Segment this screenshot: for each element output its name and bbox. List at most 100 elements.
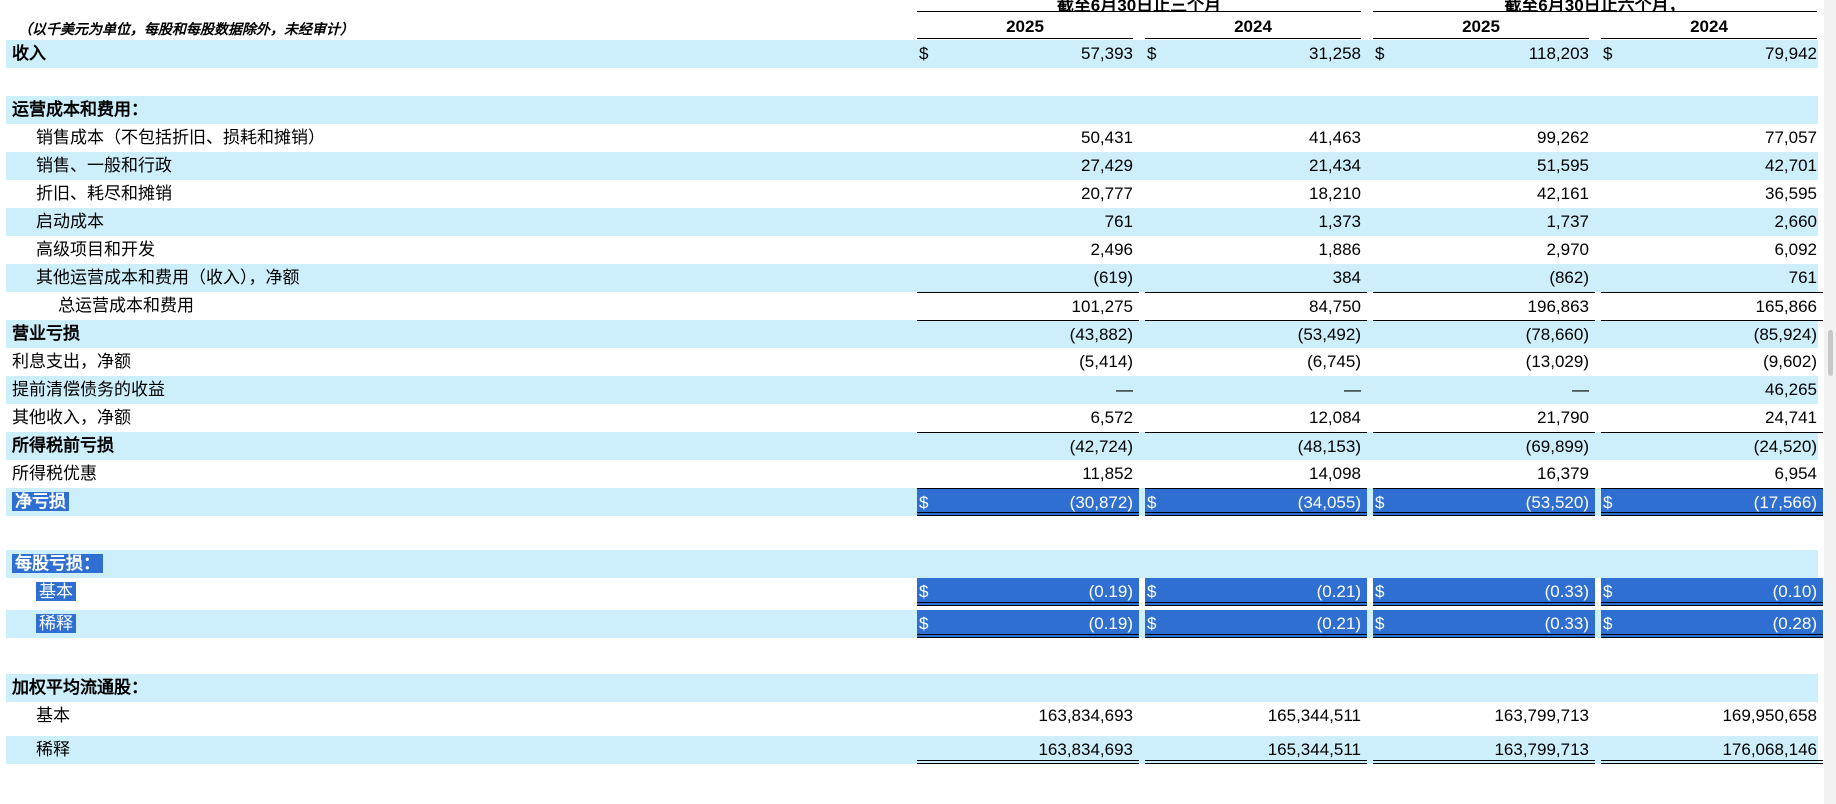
value-cell[interactable]: 165,344,511 [1145, 702, 1367, 730]
value-cell[interactable]: 1,886 [1145, 236, 1367, 264]
value-cell[interactable] [1145, 68, 1367, 96]
value-cell[interactable]: 21,434 [1145, 152, 1367, 180]
value-cell[interactable]: 77,057 [1601, 124, 1823, 152]
value-cell[interactable]: $ (34,055) [1145, 488, 1367, 516]
value-cell[interactable]: (78,660) [1373, 320, 1595, 348]
value-cell[interactable]: 101,275 [917, 292, 1139, 320]
value-cell[interactable]: 11,852 [917, 460, 1139, 488]
value-cell[interactable] [1601, 550, 1823, 578]
vertical-scrollbar[interactable] [1824, 0, 1836, 804]
value-cell[interactable]: — [917, 376, 1139, 404]
value-cell[interactable]: 2,496 [917, 236, 1139, 264]
value-cell[interactable] [1145, 674, 1367, 702]
value-cell[interactable] [917, 646, 1139, 674]
value-cell[interactable]: 51,595 [1373, 152, 1595, 180]
value-cell[interactable] [917, 550, 1139, 578]
value-cell[interactable]: 176,068,146 [1601, 736, 1823, 764]
value-cell[interactable] [1373, 646, 1595, 674]
value-cell[interactable]: (48,153) [1145, 432, 1367, 460]
value-cell[interactable]: (69,899) [1373, 432, 1595, 460]
value-cell[interactable] [1601, 646, 1823, 674]
value-cell[interactable]: (5,414) [917, 348, 1139, 376]
value-cell[interactable] [1145, 646, 1367, 674]
value-cell[interactable]: $ (0.19) [917, 610, 1139, 638]
value-cell[interactable] [1601, 68, 1823, 96]
value-cell[interactable] [917, 68, 1139, 96]
value-cell[interactable]: 36,595 [1601, 180, 1823, 208]
value-cell[interactable]: (85,924) [1601, 320, 1823, 348]
value-cell[interactable]: $ (0.21) [1145, 610, 1367, 638]
value-cell[interactable] [1601, 96, 1823, 124]
value-cell[interactable]: 761 [917, 208, 1139, 236]
value-cell[interactable]: 163,834,693 [917, 736, 1139, 764]
value-cell[interactable] [1145, 550, 1367, 578]
value-cell[interactable]: $ (0.21) [1145, 578, 1367, 606]
value-cell[interactable] [1373, 96, 1595, 124]
value-cell[interactable]: 163,799,713 [1373, 702, 1595, 730]
value-cell[interactable]: $ (30,872) [917, 488, 1139, 516]
value-cell[interactable] [917, 96, 1139, 124]
value-cell[interactable] [1601, 520, 1823, 548]
value-cell[interactable]: 163,834,693 [917, 702, 1139, 730]
value-cell[interactable]: 6,954 [1601, 460, 1823, 488]
value-cell[interactable]: 1,373 [1145, 208, 1367, 236]
value-cell[interactable] [1145, 96, 1367, 124]
value-cell[interactable]: 21,790 [1373, 404, 1595, 432]
value-cell[interactable] [1373, 520, 1595, 548]
value-cell[interactable]: 42,701 [1601, 152, 1823, 180]
value-cell[interactable]: (24,520) [1601, 432, 1823, 460]
value-cell[interactable]: $31,258 [1145, 40, 1367, 68]
value-cell[interactable]: — [1373, 376, 1595, 404]
value-cell[interactable]: $ (17,566) [1601, 488, 1823, 516]
value-cell[interactable]: (9,602) [1601, 348, 1823, 376]
value-cell[interactable]: 99,262 [1373, 124, 1595, 152]
value-cell[interactable]: $118,203 [1373, 40, 1595, 68]
value-cell[interactable]: (42,724) [917, 432, 1139, 460]
value-cell[interactable]: 2,660 [1601, 208, 1823, 236]
value-cell[interactable] [1145, 520, 1367, 548]
scrollbar-thumb[interactable] [1828, 330, 1833, 376]
value-cell[interactable]: 50,431 [917, 124, 1139, 152]
value-cell[interactable]: 20,777 [917, 180, 1139, 208]
value-cell[interactable]: 46,265 [1601, 376, 1823, 404]
value-cell[interactable]: 163,799,713 [1373, 736, 1595, 764]
value-cell[interactable]: $ (0.33) [1373, 610, 1595, 638]
value-cell[interactable]: 2,970 [1373, 236, 1595, 264]
value-cell[interactable]: $ (53,520) [1373, 488, 1595, 516]
value-cell[interactable] [1373, 674, 1595, 702]
value-cell[interactable]: — [1145, 376, 1367, 404]
value-cell[interactable]: $ (0.10) [1601, 578, 1823, 606]
value-cell[interactable]: 18,210 [1145, 180, 1367, 208]
value-cell[interactable] [1601, 674, 1823, 702]
value-cell[interactable]: (53,492) [1145, 320, 1367, 348]
value-cell[interactable]: 6,092 [1601, 236, 1823, 264]
value-cell[interactable] [1373, 550, 1595, 578]
value-cell[interactable]: 6,572 [917, 404, 1139, 432]
value-cell[interactable]: $57,393 [917, 40, 1139, 68]
value-cell[interactable]: 169,950,658 [1601, 702, 1823, 730]
value-cell[interactable] [917, 520, 1139, 548]
value-cell[interactable]: (619) [917, 264, 1139, 292]
value-cell[interactable] [917, 674, 1139, 702]
value-cell[interactable]: $ (0.33) [1373, 578, 1595, 606]
value-cell[interactable]: 24,741 [1601, 404, 1823, 432]
value-cell[interactable]: (43,882) [917, 320, 1139, 348]
value-cell[interactable]: 14,098 [1145, 460, 1367, 488]
value-cell[interactable]: 761 [1601, 264, 1823, 292]
value-cell[interactable]: (862) [1373, 264, 1595, 292]
value-cell[interactable]: 165,344,511 [1145, 736, 1367, 764]
value-cell[interactable]: (6,745) [1145, 348, 1367, 376]
value-cell[interactable]: (13,029) [1373, 348, 1595, 376]
value-cell[interactable]: 27,429 [917, 152, 1139, 180]
value-cell[interactable]: 165,866 [1601, 292, 1823, 320]
value-cell[interactable]: 1,737 [1373, 208, 1595, 236]
value-cell[interactable]: 12,084 [1145, 404, 1367, 432]
value-cell[interactable]: 196,863 [1373, 292, 1595, 320]
value-cell[interactable]: $ (0.28) [1601, 610, 1823, 638]
value-cell[interactable]: 84,750 [1145, 292, 1367, 320]
value-cell[interactable]: 42,161 [1373, 180, 1595, 208]
value-cell[interactable]: $79,942 [1601, 40, 1823, 68]
value-cell[interactable]: 16,379 [1373, 460, 1595, 488]
value-cell[interactable]: $ (0.19) [917, 578, 1139, 606]
value-cell[interactable]: 41,463 [1145, 124, 1367, 152]
